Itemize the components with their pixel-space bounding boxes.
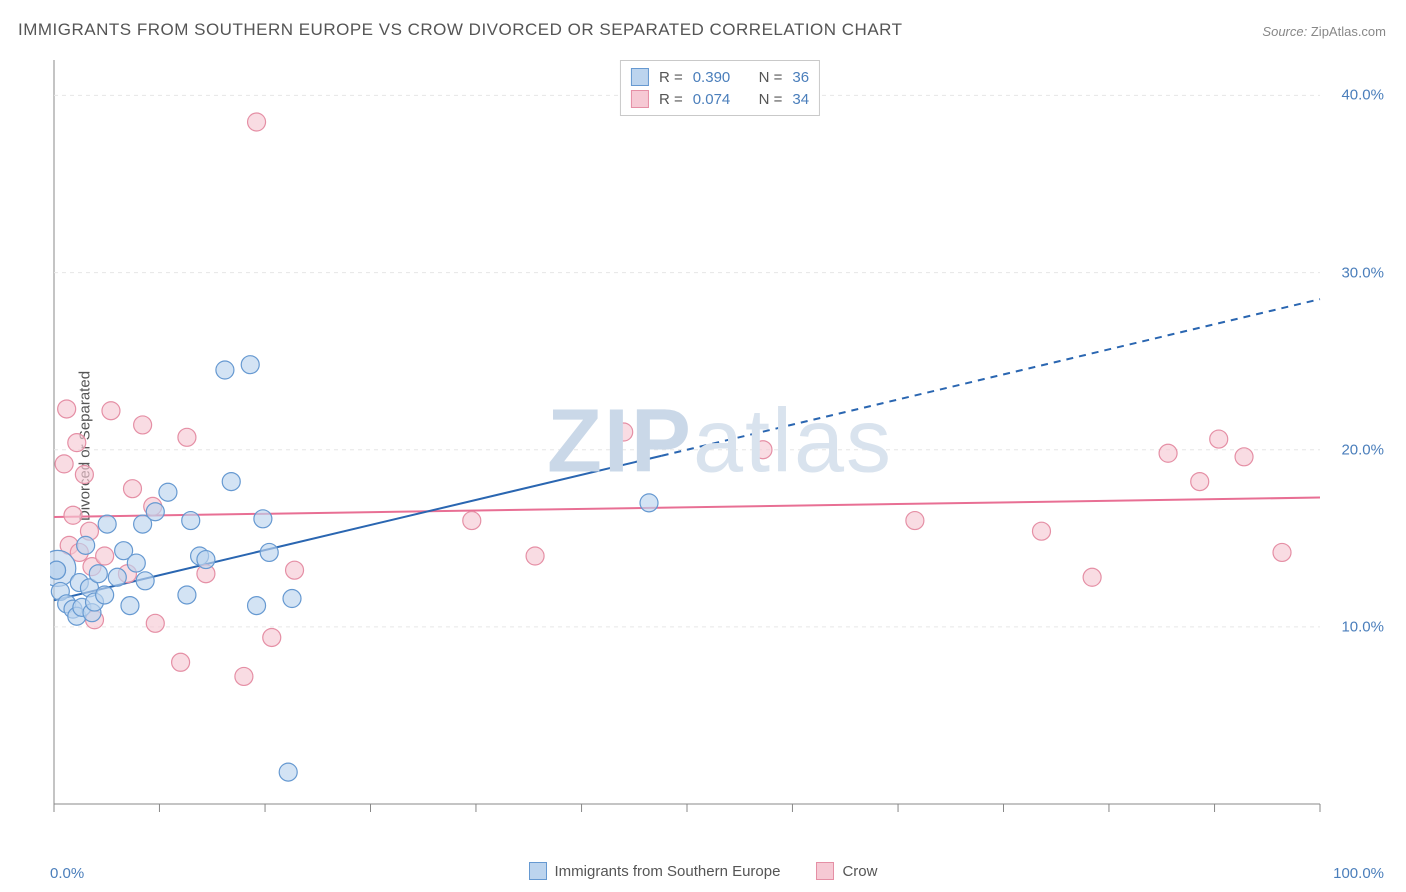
chart-title: IMMIGRANTS FROM SOUTHERN EUROPE VS CROW … xyxy=(18,20,903,40)
y-tick-label: 10.0% xyxy=(1341,618,1384,635)
legend-item-pink: Crow xyxy=(816,862,877,880)
source-label: Source: xyxy=(1262,24,1307,39)
r-value-pink: 0.074 xyxy=(693,91,731,108)
r-label: R = xyxy=(659,91,683,108)
r-label: R = xyxy=(659,69,683,86)
n-value-pink: 34 xyxy=(792,91,809,108)
legend-label: Crow xyxy=(842,863,877,880)
y-tick-label: 20.0% xyxy=(1341,441,1384,458)
correlation-legend: R = 0.390 N = 36 R = 0.074 N = 34 xyxy=(620,60,820,116)
y-tick-label: 40.0% xyxy=(1341,87,1384,104)
swatch-pink xyxy=(631,90,649,108)
n-label: N = xyxy=(759,91,783,108)
plot-area: ZIPatlas R = 0.390 N = 36 R = 0.074 N = … xyxy=(50,56,1390,844)
scatter-plot-svg xyxy=(50,56,1390,844)
series-legend: Immigrants from Southern Europe Crow xyxy=(0,862,1406,880)
chart-container: IMMIGRANTS FROM SOUTHERN EUROPE VS CROW … xyxy=(0,0,1406,892)
n-value-blue: 36 xyxy=(792,69,809,86)
y-tick-label: 30.0% xyxy=(1341,264,1384,281)
swatch-pink xyxy=(816,862,834,880)
swatch-blue xyxy=(529,862,547,880)
n-label: N = xyxy=(759,69,783,86)
legend-row-blue: R = 0.390 N = 36 xyxy=(631,66,809,88)
source-attribution: Source: ZipAtlas.com xyxy=(1262,24,1386,39)
legend-label: Immigrants from Southern Europe xyxy=(555,863,781,880)
swatch-blue xyxy=(631,68,649,86)
legend-item-blue: Immigrants from Southern Europe xyxy=(529,862,781,880)
legend-row-pink: R = 0.074 N = 34 xyxy=(631,88,809,110)
r-value-blue: 0.390 xyxy=(693,69,731,86)
source-value: ZipAtlas.com xyxy=(1311,24,1386,39)
